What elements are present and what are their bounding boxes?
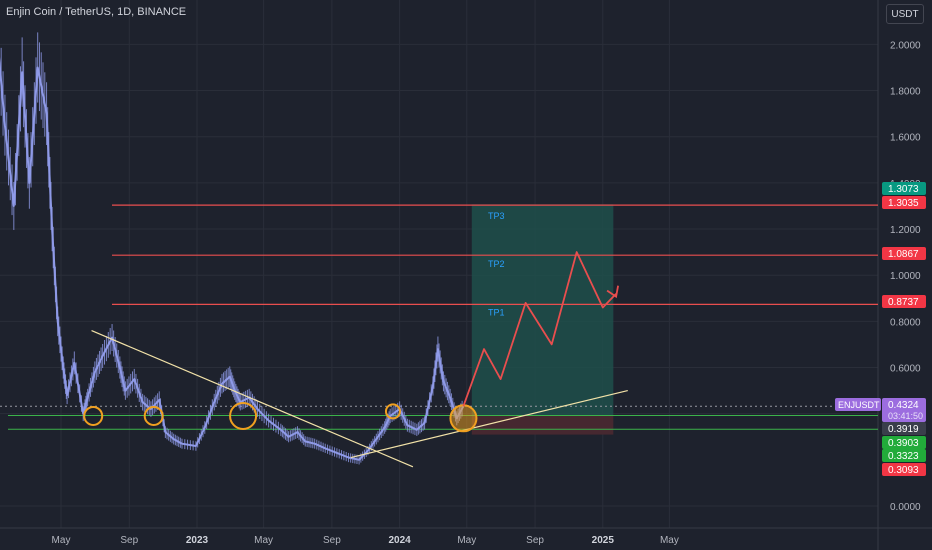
highlight-circle	[83, 405, 104, 426]
currency-button[interactable]: USDT	[886, 4, 924, 24]
price-label-text: 1.3035	[888, 198, 919, 209]
trend-line	[91, 330, 414, 468]
level-label-tp1: TP1	[488, 307, 505, 317]
price-label-text: 0.3323	[888, 451, 919, 462]
price-label-bg	[882, 449, 926, 462]
symbol-tag-bg	[835, 398, 881, 411]
highlight-circle	[229, 401, 258, 430]
y-tick-label: 0.0000	[890, 502, 921, 513]
level-label-tp3: TP3	[488, 211, 505, 221]
price-label-bg	[882, 295, 926, 308]
target-zone	[471, 204, 614, 416]
x-tick-label: May	[52, 535, 71, 546]
y-tick-label: 1.2000	[890, 225, 921, 236]
price-label-bg	[882, 436, 926, 449]
x-tick-label: 2024	[388, 535, 411, 546]
stop-zone	[471, 415, 614, 435]
x-tick-label: Sep	[120, 535, 138, 546]
x-tick-label: May	[254, 535, 273, 546]
x-tick-label: 2023	[186, 535, 209, 546]
y-tick-label: 1.0000	[890, 271, 921, 282]
level-label-tp2: TP2	[488, 259, 505, 269]
price-label-bg	[882, 463, 926, 476]
price-label-bg	[882, 247, 926, 260]
symbol-title: Enjin Coin / TetherUS, 1D, BINANCE	[6, 6, 187, 18]
price-label-bg	[882, 422, 926, 435]
x-tick-label: May	[660, 535, 679, 546]
price-label-text: 0.8737	[888, 297, 919, 308]
projected-path	[462, 251, 617, 407]
price-label-bg	[882, 398, 926, 422]
price-label-countdown: 03:41:50	[888, 411, 923, 421]
highlight-circle	[143, 405, 164, 426]
x-tick-label: 2025	[592, 535, 615, 546]
y-tick-label: 0.6000	[890, 364, 921, 375]
y-tick-label: 1.6000	[890, 133, 921, 144]
price-label-text: 0.3093	[888, 465, 919, 476]
x-tick-label: May	[457, 535, 476, 546]
price-label-text: 0.3903	[888, 438, 919, 449]
price-label-text: 0.4324	[888, 400, 919, 411]
symbol-tag: ENJUSDT	[838, 400, 880, 410]
y-tick-label: 1.8000	[890, 87, 921, 98]
projected-path-arrowhead	[606, 285, 619, 299]
highlight-circle	[384, 403, 401, 420]
price-label-text: 1.3073	[888, 184, 919, 195]
y-tick-label: 2.0000	[890, 40, 921, 51]
price-label-text: 0.3919	[888, 424, 919, 435]
price-label-bg	[882, 196, 926, 209]
x-tick-label: Sep	[323, 535, 341, 546]
highlight-circle	[449, 404, 478, 433]
trend-line	[350, 390, 628, 459]
x-tick-label: Sep	[526, 535, 544, 546]
price-label-text: 1.0867	[888, 249, 919, 260]
price-label-bg	[882, 182, 926, 195]
y-tick-label: 0.8000	[890, 317, 921, 328]
